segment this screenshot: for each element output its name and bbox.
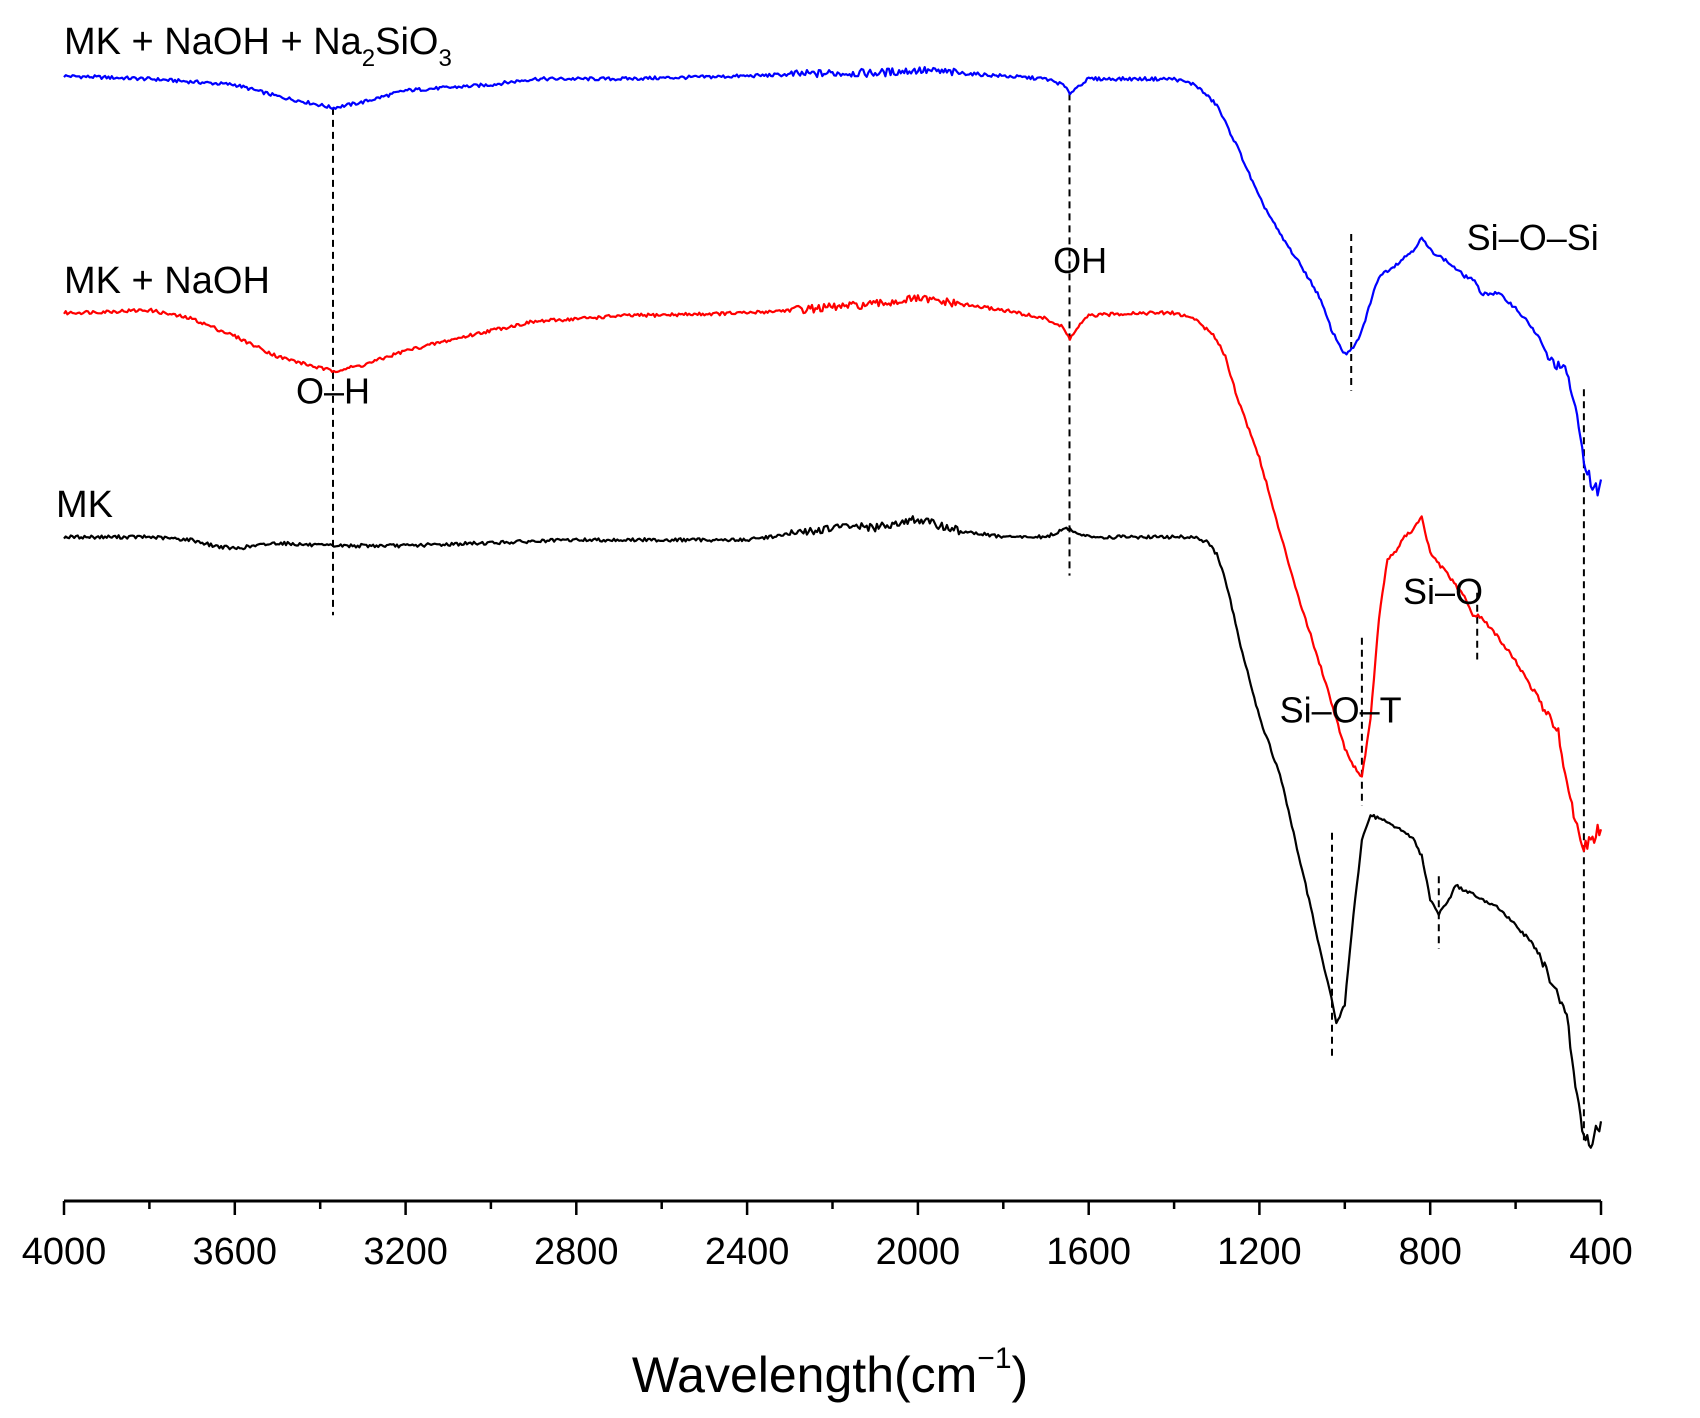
annotation-si-o-t: Si–O–T <box>1280 690 1402 731</box>
tick-label-3600: 3600 <box>193 1231 278 1273</box>
series-label-part: 2 <box>362 45 375 72</box>
x-axis-title-close: ) <box>1012 1347 1029 1403</box>
tick-label-400: 400 <box>1569 1231 1632 1273</box>
series-label-mk: MK <box>56 484 113 526</box>
series-group <box>63 65 1603 1149</box>
tick-label-1200: 1200 <box>1217 1231 1302 1273</box>
series-line-mk-naoh-na2sio3 <box>63 65 1603 497</box>
series-line-mk <box>63 515 1603 1149</box>
annotation-o-h: O–H <box>296 371 370 412</box>
series-label-part: MK + NaOH + Na <box>64 21 363 63</box>
series-label-mk-naoh: MK + NaOH <box>64 260 270 302</box>
tick-label-2000: 2000 <box>876 1231 961 1273</box>
tick-label-1600: 1600 <box>1046 1231 1131 1273</box>
tick-label-2400: 2400 <box>705 1231 790 1273</box>
x-axis-ticks: 4000 3600 3200 2800 2400 2000 1600 1200 800 400 <box>22 1201 1633 1273</box>
tick-label-3200: 3200 <box>363 1231 448 1273</box>
series-label-part: 3 <box>438 45 451 72</box>
tick-label-800: 800 <box>1398 1231 1461 1273</box>
series-label-mk-naoh-na2sio3: MK + NaOH + Na2SiO3 <box>64 21 452 72</box>
annotation-si-o: Si–O <box>1403 571 1483 612</box>
series-labels: MK + NaOH + Na2SiO3 MK + NaOH MK <box>56 21 452 526</box>
x-axis-title: Wavelength(cm−1) <box>632 1342 1028 1403</box>
x-axis-title-main: Wavelength(cm <box>632 1347 977 1403</box>
series-line-mk-naoh <box>63 294 1603 853</box>
series-label-part: MK <box>56 484 113 526</box>
x-axis-title-sup: −1 <box>977 1342 1011 1375</box>
series-label-part: SiO <box>375 21 438 63</box>
series-label-part: MK + NaOH <box>64 260 270 302</box>
tick-label-4000: 4000 <box>22 1231 107 1273</box>
tick-label-2800: 2800 <box>534 1231 619 1273</box>
annotation-si-o-si: Si–O–Si <box>1467 217 1599 258</box>
peak-annotations: O–H OH Si–O–Si Si–O Si–O–T <box>296 217 1599 731</box>
annotation-oh: OH <box>1053 240 1107 281</box>
peak-guides <box>332 93 1585 1141</box>
